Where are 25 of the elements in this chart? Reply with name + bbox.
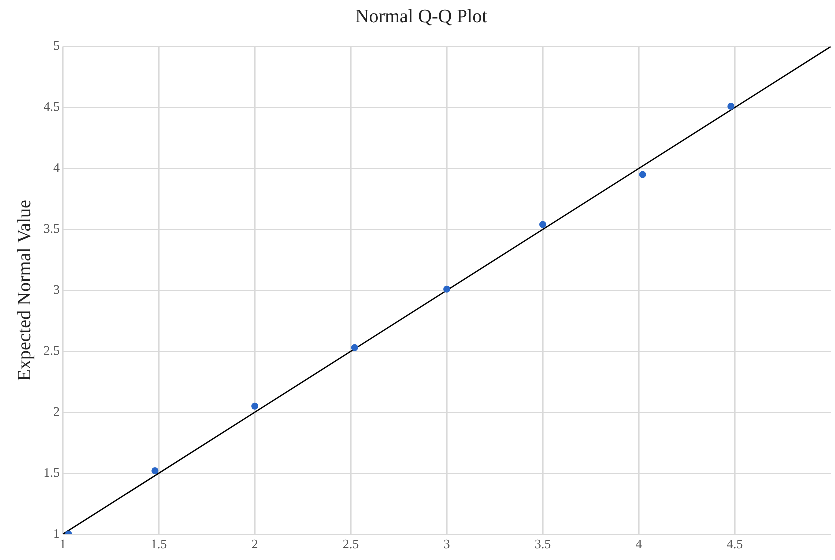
x-tick-label: 1.5 bbox=[150, 536, 168, 552]
y-tick-label: 4.5 bbox=[44, 99, 60, 114]
y-tick-label: 1.5 bbox=[44, 464, 60, 480]
point bbox=[540, 221, 547, 228]
x-tick-label: 3.5 bbox=[534, 536, 552, 552]
point bbox=[252, 402, 259, 410]
x-tick-label: 3 bbox=[444, 536, 450, 552]
y-tick-label: 2 bbox=[54, 404, 60, 419]
y-tick-label: 4 bbox=[54, 160, 61, 176]
x-tick-label: 2 bbox=[252, 536, 258, 552]
chart-title: Normal Q-Q Plot bbox=[356, 6, 488, 28]
y-tick-label: 3 bbox=[54, 282, 60, 298]
y-tick-label: 2.5 bbox=[44, 342, 60, 358]
y-tick-label: 1 bbox=[54, 526, 60, 541]
point bbox=[444, 286, 451, 293]
point bbox=[639, 171, 646, 178]
point bbox=[351, 344, 358, 352]
y-axis-title: Expected Normal Value bbox=[14, 200, 36, 382]
point bbox=[152, 468, 159, 475]
y-tick-label: 5 bbox=[54, 38, 60, 54]
point bbox=[728, 103, 735, 110]
x-tick-label: 2.5 bbox=[342, 536, 360, 552]
y-tick-label: 3.5 bbox=[44, 221, 60, 236]
x-tick-label: 4 bbox=[636, 536, 643, 552]
x-tick-label: 4.5 bbox=[726, 536, 744, 552]
